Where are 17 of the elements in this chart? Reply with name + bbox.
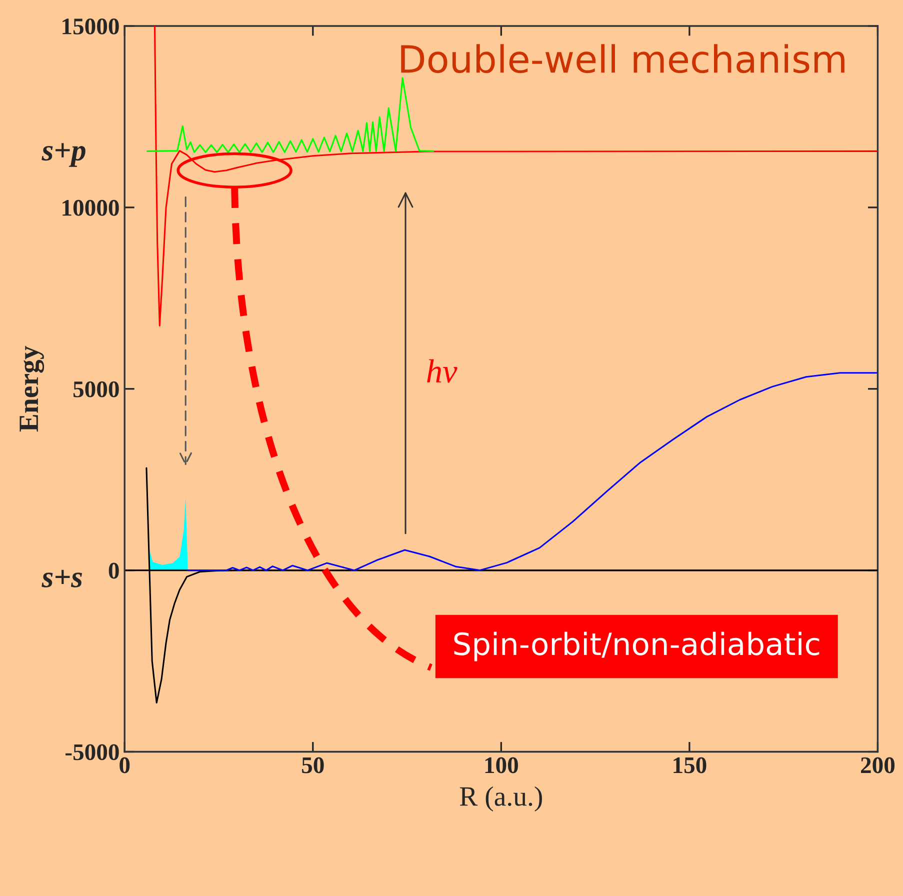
x-tick-label: 100 bbox=[485, 757, 518, 774]
annotation: Spin-orbit/non-adiabatic bbox=[454, 632, 820, 662]
y-tick-label: -5000 bbox=[66, 744, 119, 760]
y-tick-label: 10000 bbox=[62, 200, 119, 216]
x-tick-label: 0 bbox=[120, 757, 130, 774]
y-tick-label: 0 bbox=[108, 562, 119, 579]
x-tick-label: 200 bbox=[861, 757, 895, 774]
text: s+p bbox=[42, 143, 86, 167]
x-tick-label: 50 bbox=[302, 757, 324, 774]
x-axis-title: R (a.u.) bbox=[460, 786, 542, 812]
chart-title: Double-well mechanism bbox=[401, 44, 844, 74]
x-tick-label: 150 bbox=[674, 757, 706, 774]
text: s+s bbox=[42, 570, 82, 588]
y-tick-label: 5000 bbox=[73, 381, 119, 398]
y-axis-title: Energy bbox=[20, 346, 44, 432]
y-tick-label: 15000 bbox=[62, 18, 119, 34]
annotation: hν bbox=[427, 359, 458, 383]
